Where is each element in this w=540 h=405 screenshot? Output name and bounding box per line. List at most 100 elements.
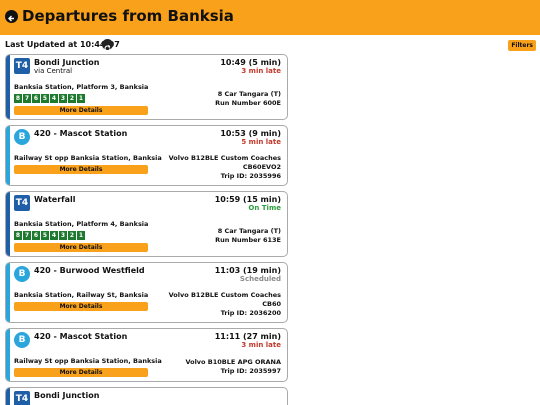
route-badge: T4 — [14, 58, 30, 74]
route-info: T4 Waterfall — [14, 195, 76, 211]
time-block: 10:59 (15 min) On Time — [215, 195, 281, 212]
status: 3 min late — [241, 341, 281, 349]
stop-name: Banksia Station, Platform 3, Banksia — [14, 83, 149, 91]
card-body: Banksia Station, Platform 3, Banksia 8 7 6 5… — [14, 83, 281, 115]
destination-block: Bondi Junction via Central — [34, 58, 99, 75]
stop-block: Banksia Station, Railway St, Banksia More… — [14, 291, 151, 318]
filters-button[interactable]: Filters — [508, 40, 536, 51]
route-info: B 420 - Mascot Station — [14, 332, 127, 348]
vehicle-detail: Trip ID: 2035997 — [220, 367, 281, 375]
vehicle-detail: Run Number 600E — [215, 99, 281, 107]
car: 2 — [68, 94, 76, 103]
time-block: 11:11 (27 min) 3 min late — [215, 332, 281, 349]
car: 8 — [14, 231, 22, 240]
departure-card: T4 Bondi Junction — [5, 387, 288, 405]
vehicle-info: Volvo B12BLE Custom Coaches CB60EVO2 Trip … — [169, 154, 281, 181]
more-details-button[interactable]: More Details — [14, 302, 148, 311]
card-body: Railway St opp Banksia Station, Banksia M… — [14, 357, 281, 377]
departure-list: T4 Bondi Junction via Central 10:49 (5 min)… — [5, 54, 288, 405]
route-badge: B — [14, 129, 30, 145]
route-badge: T4 — [14, 195, 30, 211]
destination: 420 - Mascot Station — [34, 332, 128, 341]
card-body: Banksia Station, Railway St, Banksia More… — [14, 291, 281, 318]
mode-strip — [6, 263, 10, 322]
card-header: B 420 - Mascot Station 11:11 (27 min) 3 min… — [14, 332, 281, 354]
vehicle-info: 8 Car Tangara (T) Run Number 613E — [215, 227, 281, 245]
vehicle-detail: Run Number 613E — [215, 236, 281, 244]
route-info: T4 Bondi Junction via Central — [14, 58, 99, 75]
departure-time: 10:49 (5 min) — [220, 58, 281, 67]
car: 5 — [41, 94, 49, 103]
time-block: 10:53 (9 min) 5 min late — [220, 129, 281, 146]
destination-block: 420 - Mascot Station — [34, 332, 127, 348]
toolbar: Last Updated at 10:44:07 Filters — [0, 38, 540, 52]
vehicle-detail: Volvo B12BLE Custom Coaches — [168, 154, 281, 162]
more-details-button[interactable]: More Details — [14, 243, 148, 252]
departure-card: T4 Bondi Junction via Central 10:49 (5 min)… — [5, 54, 288, 120]
destination-block: Waterfall — [34, 195, 76, 211]
time-block: 11:03 (19 min) Scheduled — [215, 266, 281, 283]
departure-time: 10:53 (9 min) — [220, 129, 281, 138]
car: 6 — [32, 231, 40, 240]
more-details-button[interactable]: More Details — [14, 106, 148, 115]
destination-block: Bondi Junction — [34, 391, 99, 405]
more-details-button[interactable]: More Details — [14, 368, 148, 377]
stop-name: Railway St opp Banksia Station, Banksia — [14, 357, 162, 365]
stop-block: Railway St opp Banksia Station, Banksia M… — [14, 357, 162, 377]
more-details-button[interactable]: More Details — [14, 165, 148, 174]
via: via Central — [34, 67, 73, 75]
car: 6 — [32, 94, 40, 103]
destination: Waterfall — [34, 195, 76, 204]
departure-card: T4 Waterfall 10:59 (15 min) On Time Banksia … — [5, 191, 288, 257]
departure-time: 10:59 (15 min) — [214, 195, 281, 204]
card-header: T4 Bondi Junction via Central 10:49 (5 min)… — [14, 58, 281, 80]
route-info: B 420 - Mascot Station — [14, 129, 127, 145]
card-body: Railway St opp Banksia Station, Banksia M… — [14, 154, 281, 181]
departure-time: 11:11 (27 min) — [214, 332, 281, 341]
back-button[interactable] — [5, 10, 18, 23]
destination: 420 - Burwood Westfield — [34, 266, 145, 275]
vehicle-info: Volvo B12BLE Custom Coaches CB60 Trip ID:… — [151, 291, 281, 318]
stop-name: Banksia Station, Railway St, Banksia — [14, 291, 149, 299]
mode-strip — [6, 329, 10, 381]
mode-strip — [6, 192, 10, 256]
mode-strip — [6, 388, 10, 405]
car: 3 — [59, 231, 67, 240]
stop-block: Railway St opp Banksia Station, Banksia M… — [14, 154, 162, 181]
card-header: T4 Waterfall 10:59 (15 min) On Time — [14, 195, 281, 217]
refresh-button[interactable] — [102, 39, 113, 52]
stop-name: Railway St opp Banksia Station, Banksia — [14, 154, 162, 162]
vehicle-detail: 8 Car Tangara (T) — [217, 227, 281, 235]
vehicle-detail: CB60EVO2 — [242, 163, 281, 171]
car: 4 — [50, 231, 58, 240]
vehicle-detail: 8 Car Tangara (T) — [217, 90, 281, 98]
departure-time: 11:03 (19 min) — [214, 266, 281, 275]
status: 3 min late — [241, 67, 281, 75]
departure-card: B 420 - Burwood Westfield 11:03 (19 min) Sc… — [5, 262, 288, 323]
car: 7 — [23, 94, 31, 103]
vehicle-detail: Trip ID: 2035996 — [220, 172, 281, 180]
mode-strip — [6, 55, 10, 119]
car: 1 — [77, 94, 85, 103]
stop-block: Banksia Station, Platform 4, Banksia 8 7 6 5… — [14, 220, 154, 252]
back-icon — [8, 15, 14, 22]
route-badge: T4 — [14, 391, 30, 405]
status: 5 min late — [241, 138, 281, 146]
car: 8 — [14, 94, 22, 103]
car: 3 — [59, 94, 67, 103]
destination-block: 420 - Mascot Station — [34, 129, 127, 145]
route-badge: B — [14, 266, 30, 282]
vehicle-detail: Volvo B12BLE Custom Coaches CB60 — [168, 291, 281, 308]
car: 4 — [50, 94, 58, 103]
mode-strip — [6, 126, 10, 185]
card-body: Banksia Station, Platform 4, Banksia 8 7 6 5… — [14, 220, 281, 252]
time-block: 10:49 (5 min) 3 min late — [220, 58, 281, 75]
page-title: Departures from Banksia — [22, 7, 234, 25]
vehicle-detail: Trip ID: 2036200 — [220, 309, 281, 317]
route-info: B 420 - Burwood Westfield — [14, 266, 145, 282]
car: 7 — [23, 231, 31, 240]
card-header: B 420 - Mascot Station 10:53 (9 min) 5 min … — [14, 129, 281, 151]
last-updated: Last Updated at 10:44:07 — [5, 40, 120, 49]
